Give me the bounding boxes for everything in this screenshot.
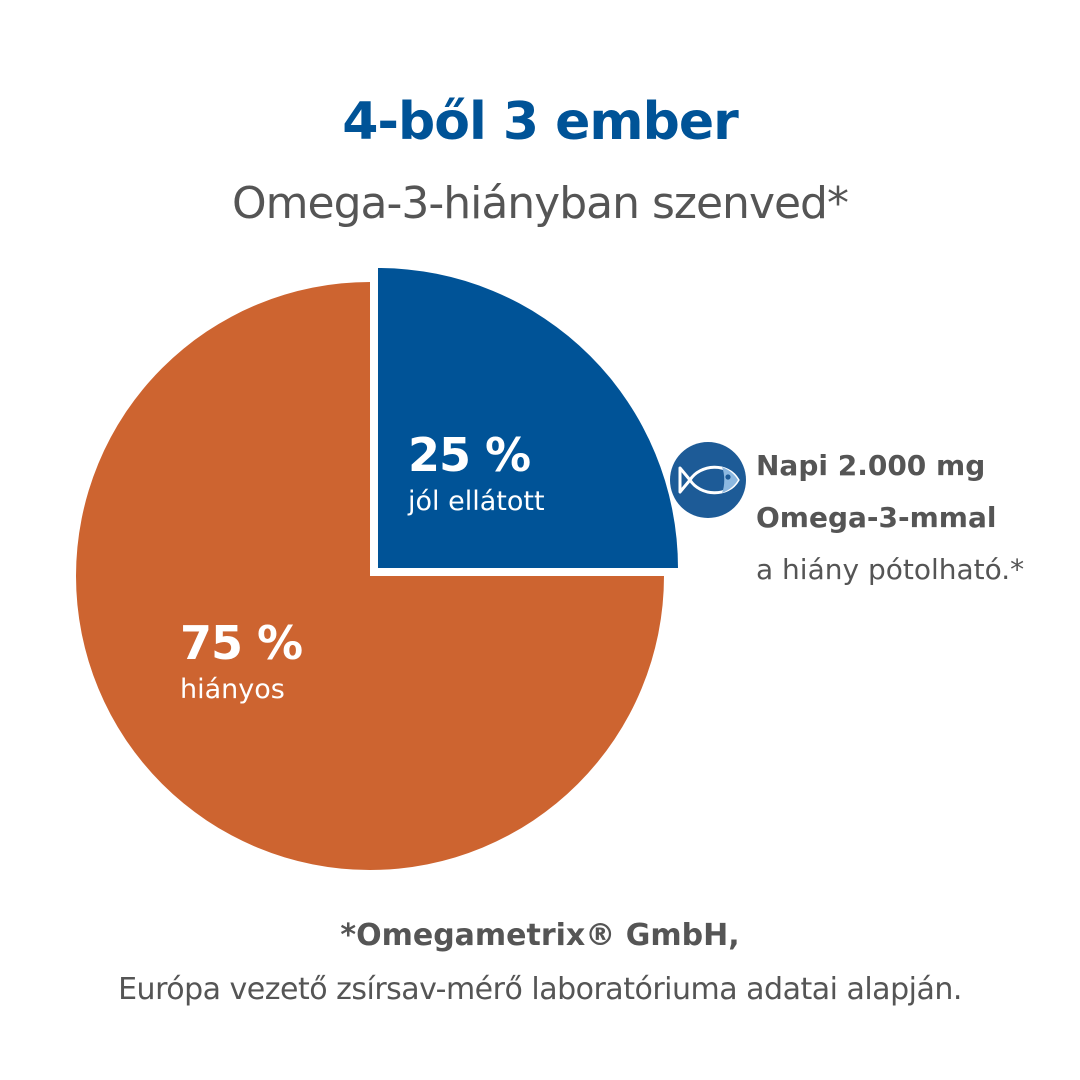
slice-percent-supplied: 25 %: [408, 428, 531, 482]
slice-label-deficient: 75 % hiányos: [180, 616, 303, 705]
callout-line-1: Napi 2.000 mg: [756, 449, 986, 482]
pie-slice-supplied: [377, 268, 678, 569]
footnote-text: Európa vezető zsírsav-mérő laboratóriuma…: [118, 972, 962, 1007]
page-title: 4-ből 3 ember: [342, 92, 739, 152]
slice-label-supplied: 25 % jól ellátott: [408, 428, 545, 517]
callout-line-2: Omega-3-mmal: [756, 501, 997, 534]
callout-line-3: a hiány pótolható.*: [756, 553, 1025, 586]
footnote-source: *Omegametrix® GmbH,: [340, 918, 740, 953]
fish-icon: [670, 442, 746, 518]
page-subtitle: Omega-3-hiányban szenved*: [232, 178, 849, 229]
pie-slice-deficient: [76, 282, 664, 870]
slice-description-deficient: hiányos: [180, 674, 285, 705]
slice-percent-deficient: 75 %: [180, 616, 303, 670]
slice-description-supplied: jól ellátott: [408, 486, 545, 517]
